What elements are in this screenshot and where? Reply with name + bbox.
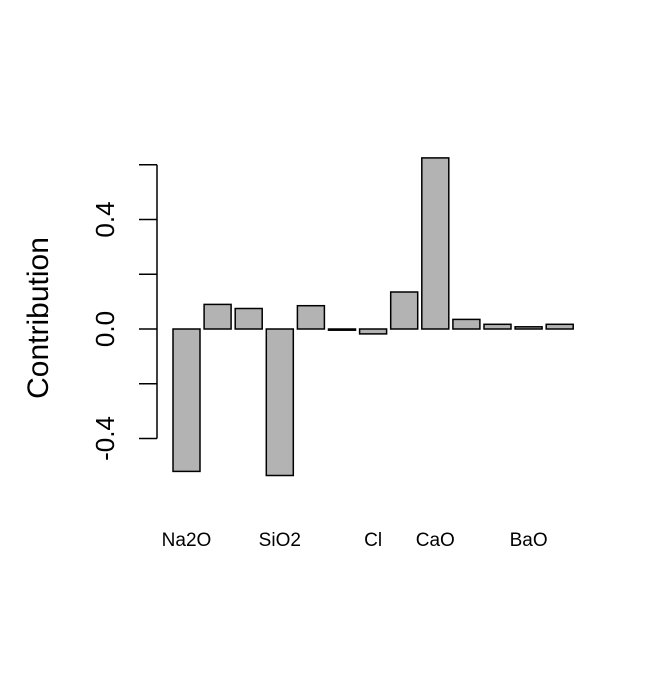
- bar-10: [483, 323, 512, 330]
- bar-3: [265, 328, 295, 477]
- bar-5: [327, 328, 357, 331]
- y-tick-label-2: 0.0: [90, 311, 120, 347]
- category-labels: Na2O SiO2 Cl CaO BaO: [162, 530, 548, 551]
- y-axis-title: Contribution: [22, 237, 55, 399]
- bar-1: [203, 303, 232, 330]
- bar-4: [296, 304, 326, 330]
- y-tick-label-0: -0.4: [90, 416, 120, 461]
- bar-0: [172, 328, 201, 473]
- bar-6: [358, 328, 388, 335]
- category-label-8: CaO: [416, 530, 455, 551]
- category-label-3: SiO2: [259, 530, 301, 551]
- y-tick-label-4: 0.4: [90, 201, 120, 237]
- bar-11: [514, 326, 543, 330]
- bar-12: [545, 323, 574, 330]
- bar-7: [389, 291, 419, 330]
- category-label-0: Na2O: [162, 530, 212, 551]
- category-label-6: Cl: [364, 530, 382, 551]
- bars-layer: [172, 157, 574, 477]
- y-axis: -0.4 0.0 0.4: [90, 164, 158, 461]
- category-label-11: BaO: [510, 530, 548, 551]
- bar-2: [234, 307, 263, 330]
- bar-8: [421, 157, 450, 330]
- bar-9: [452, 318, 481, 330]
